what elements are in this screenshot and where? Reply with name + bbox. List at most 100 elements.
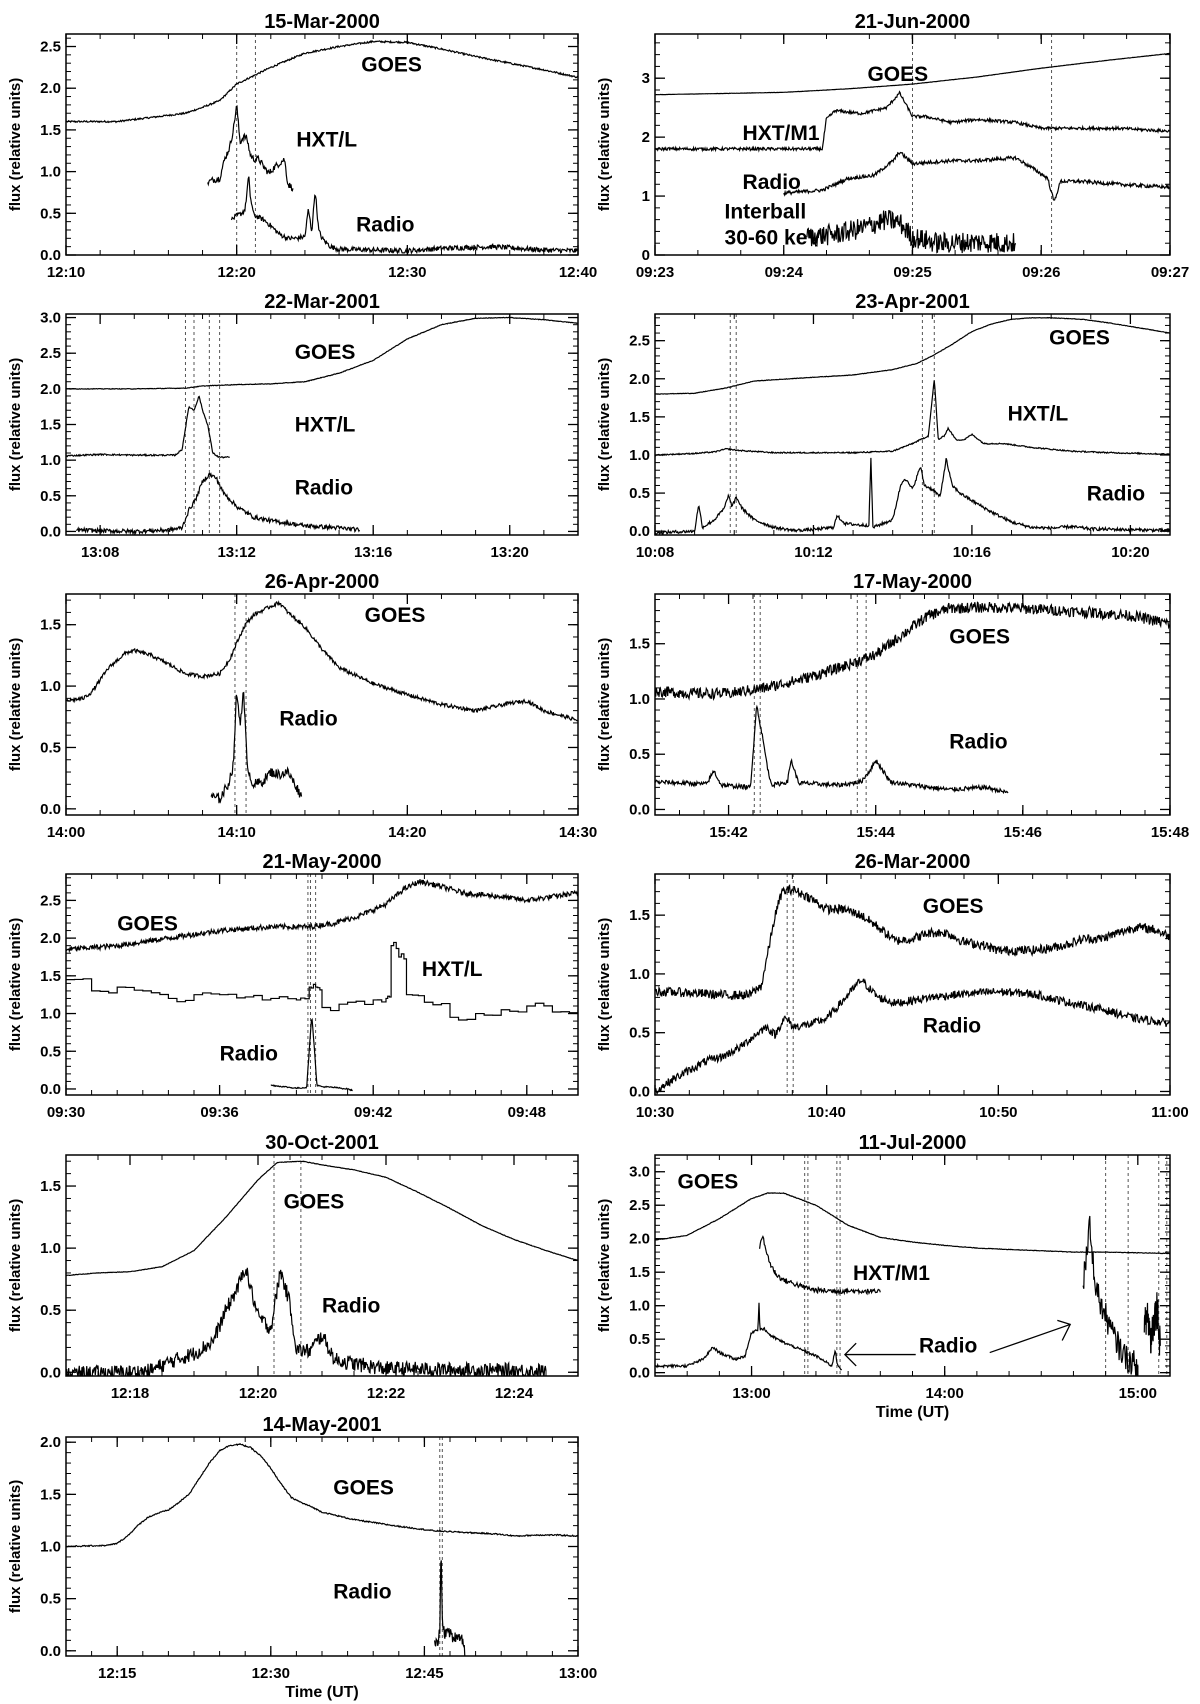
x-tick-label: 12:15 [98,1665,136,1682]
x-tick-label: 12:30 [388,264,426,281]
x-tick-label: 15:00 [1119,1385,1157,1402]
x-tick-label: 12:22 [367,1385,405,1402]
series-label: Radio [279,707,337,730]
x-tick-label: 14:10 [217,824,255,841]
x-axis-label: Time (UT) [285,1684,358,1701]
series-label: Radio [949,731,1007,754]
y-tick-label: 0.0 [40,1643,61,1660]
y-tick-label: 0.5 [40,1591,61,1608]
y-tick-label: 1.5 [40,417,61,434]
x-tick-label: 13:20 [491,544,529,561]
panel-26-Apr-2000: 26-Apr-2000 flux (relative units) 14:00 14:… [7,571,597,841]
series-radio [76,472,361,535]
y-tick-label: 1 [642,188,650,205]
x-tick-label: 12:10 [47,264,85,281]
panel-title: 30-Oct-2001 [265,1132,378,1154]
y-tick-label: 0.0 [629,801,650,818]
panel-14-May-2001: 14-May-2001 flux (relative units) 12:15 12:… [7,1414,597,1701]
y-tick-label: 1.0 [629,691,650,708]
series-label: GOES [333,1476,394,1499]
y-tick-label: 0.0 [629,1083,650,1100]
x-tick-label: 12:30 [252,1665,290,1682]
y-tick-label: 1.0 [40,678,61,695]
y-tick-label: 2.0 [40,1434,61,1451]
y-tick-label: 0.5 [629,485,650,502]
y-tick-label: 1.5 [40,617,61,634]
series-label: HXT/L [422,958,483,981]
y-tick-label: 1.5 [40,1486,61,1503]
series-radio [210,691,303,804]
x-tick-label: 09:42 [354,1104,392,1121]
series-label: Radio [356,214,414,237]
y-tick-label: 3.0 [629,1164,650,1181]
series-goes [66,600,578,722]
series-label: HXT/M1 [853,1262,930,1285]
series-label: 30-60 keV [725,226,822,249]
series-label: HXT/L [295,414,356,437]
x-tick-label: 09:24 [765,264,804,281]
y-tick-label: 0.5 [629,1331,650,1348]
series-radio [230,176,578,255]
y-tick-label: 1.5 [629,1264,650,1281]
series-hxt-l [655,380,1170,457]
y-tick-label: 2.5 [629,333,650,350]
y-tick-label: 2.5 [40,39,61,56]
panel-title: 26-Apr-2000 [265,571,380,593]
panel-21-Jun-2000: 21-Jun-2000 flux (relative units) 09:23 09:… [596,11,1189,281]
y-tick-label: 1.0 [40,1539,61,1556]
series-hxt-l [66,395,230,459]
y-tick-label: 1.5 [629,636,650,653]
y-tick-label: 2.0 [40,80,61,97]
y-tick-label: 2.0 [629,371,650,388]
series-label: GOES [365,604,426,627]
panel-21-May-2000: 21-May-2000 flux (relative units) 09:30 09:… [7,851,579,1121]
y-tick-label: 2.0 [629,1231,650,1248]
series-goes [655,884,1170,1001]
y-axis-label: flux (relative units) [596,78,613,211]
x-tick-label: 14:20 [388,824,426,841]
x-tick-label: 10:30 [636,1104,674,1121]
x-tick-label: 14:30 [559,824,597,841]
axes-frame [65,33,579,256]
x-tick-label: 12:20 [239,1385,277,1402]
y-tick-label: 2.5 [40,892,61,909]
y-tick-label: 1.0 [40,1240,61,1257]
series-goes [66,39,578,124]
series-hxt-l [207,105,294,192]
panel-title: 11-Jul-2000 [859,1132,967,1154]
series-goes [66,316,578,390]
series-label: GOES [1049,326,1110,349]
axes-frame [654,593,1171,816]
series-goes [66,1442,578,1548]
series-label: GOES [949,626,1010,649]
y-tick-label: 3 [642,70,650,87]
y-tick-label: 1.0 [40,452,61,469]
axes-frame [65,873,579,1096]
x-tick-label: 09:23 [636,264,674,281]
y-tick-label: 0.5 [40,1302,61,1319]
series-label: Radio [923,1015,981,1038]
y-axis-label: flux (relative units) [596,918,613,1051]
y-tick-label: 0.0 [629,523,650,540]
series-goes [655,52,1170,96]
x-tick-label: 09:30 [47,1104,85,1121]
series-label: GOES [295,341,356,364]
y-tick-label: 0.0 [629,1365,650,1382]
panel-23-Apr-2001: 23-Apr-2001 flux (relative units) 10:08 10:… [596,291,1171,561]
x-tick-label: 10:08 [636,544,674,561]
panel-title: 14-May-2001 [263,1414,382,1436]
series-hxt-l [66,941,578,1021]
x-tick-label: 10:12 [794,544,832,561]
panel-11-Jul-2000: 11-Jul-2000 flux (relative units) 13:00 14:… [596,1132,1171,1421]
y-axis-label: flux (relative units) [596,1199,613,1332]
series-radio [655,1302,843,1371]
y-tick-label: 0.0 [40,247,61,264]
y-tick-label: 0.0 [40,1364,61,1381]
y-tick-label: 1.5 [40,968,61,985]
series-label: Radio [743,171,801,194]
x-tick-label: 11:00 [1151,1104,1189,1121]
axes-frame [65,1154,579,1377]
x-tick-label: 12:18 [111,1385,149,1402]
x-tick-label: 13:00 [559,1665,597,1682]
